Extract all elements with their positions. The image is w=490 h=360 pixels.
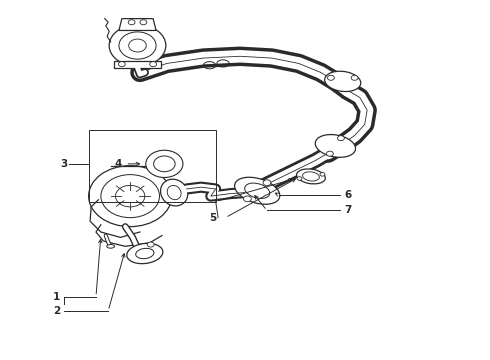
Text: 1: 1 <box>53 292 60 302</box>
Circle shape <box>338 136 344 141</box>
Polygon shape <box>114 60 161 68</box>
Circle shape <box>140 20 147 25</box>
Circle shape <box>297 177 302 180</box>
Circle shape <box>351 75 358 80</box>
Circle shape <box>116 185 145 207</box>
Circle shape <box>101 175 159 218</box>
Ellipse shape <box>302 172 319 181</box>
Circle shape <box>244 196 251 202</box>
Circle shape <box>119 62 125 67</box>
Circle shape <box>154 156 175 172</box>
Polygon shape <box>119 19 156 31</box>
Text: 5: 5 <box>210 213 217 222</box>
Text: 6: 6 <box>344 190 351 200</box>
Ellipse shape <box>325 71 361 91</box>
Ellipse shape <box>136 248 154 259</box>
Circle shape <box>89 166 172 226</box>
Ellipse shape <box>245 183 270 198</box>
Circle shape <box>146 150 183 177</box>
Circle shape <box>119 32 156 59</box>
Circle shape <box>150 62 157 67</box>
Ellipse shape <box>161 179 188 206</box>
Circle shape <box>327 75 334 80</box>
Ellipse shape <box>296 169 325 184</box>
Circle shape <box>263 180 271 185</box>
Ellipse shape <box>127 243 163 264</box>
Circle shape <box>109 25 166 66</box>
Text: 2: 2 <box>53 306 60 316</box>
Circle shape <box>326 151 333 156</box>
Circle shape <box>129 39 147 52</box>
Ellipse shape <box>315 135 356 157</box>
Circle shape <box>320 172 325 176</box>
Circle shape <box>147 242 154 247</box>
Text: 7: 7 <box>344 206 351 216</box>
Circle shape <box>128 20 135 25</box>
Ellipse shape <box>107 244 115 248</box>
Text: 3: 3 <box>61 159 68 169</box>
Ellipse shape <box>235 177 280 204</box>
Text: 4: 4 <box>114 159 122 169</box>
Ellipse shape <box>167 185 181 200</box>
